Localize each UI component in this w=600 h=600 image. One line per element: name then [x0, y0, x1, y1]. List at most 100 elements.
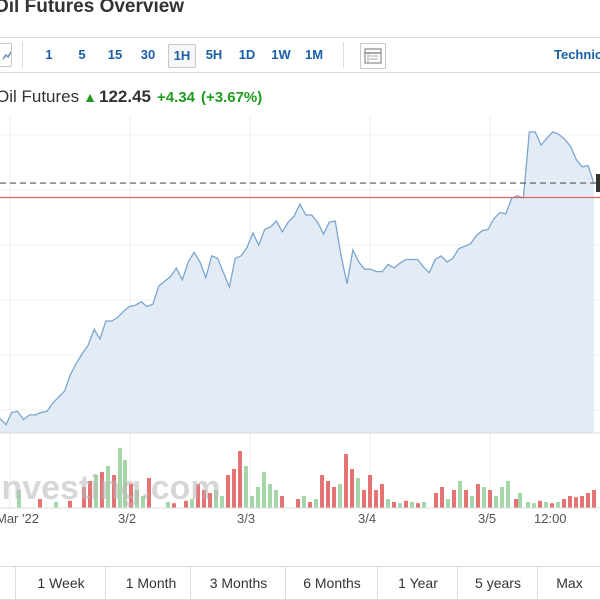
interval-30[interactable]: 30	[140, 47, 156, 62]
volume-bar	[562, 499, 566, 508]
volume-bar	[476, 484, 480, 508]
volume-bar	[118, 448, 122, 508]
volume-bar	[100, 472, 104, 508]
interval-5[interactable]: 5	[78, 47, 86, 62]
range-1-week[interactable]: 1 Week	[15, 567, 106, 599]
volume-bar	[332, 487, 336, 508]
chart-type-icon[interactable]	[0, 43, 12, 67]
range-1-year[interactable]: 1 Year	[377, 567, 458, 599]
page-title: Oil Futures Overview	[0, 0, 185, 17]
toolbar-separator	[22, 42, 23, 68]
interval-1h[interactable]: 1H	[168, 44, 196, 68]
instrument-name: Oil Futures	[0, 87, 80, 106]
volume-bar	[196, 484, 200, 508]
interval-1d[interactable]: 1D	[238, 47, 256, 62]
volume-bar	[434, 493, 438, 508]
x-tick-label: 12:00	[534, 511, 567, 526]
volume-bar	[274, 490, 278, 508]
x-axis-labels: Mar '22 3/2 3/3 3/4 3/5 12:00	[0, 511, 567, 526]
price-area-fill	[0, 131, 594, 433]
reference-lines	[0, 174, 600, 199]
interval-5h[interactable]: 5H	[205, 47, 223, 62]
volume-bar	[220, 496, 224, 508]
volume-bar	[280, 496, 284, 508]
volume-bar	[544, 502, 548, 508]
watermark-logo: investing.com	[0, 469, 221, 507]
range-6-months[interactable]: 6 Months	[285, 567, 378, 599]
volume-bars	[17, 448, 596, 508]
volume-bar	[568, 496, 572, 508]
volume-bar	[314, 499, 318, 508]
volume-bar	[368, 475, 372, 508]
range-5-years[interactable]: 5 years	[457, 567, 538, 599]
volume-bar	[88, 481, 92, 508]
volume-bar	[446, 499, 450, 508]
volume-bar	[592, 490, 596, 508]
volume-bar	[356, 478, 360, 508]
volume-bar	[208, 493, 212, 508]
range-max[interactable]: Max	[537, 567, 600, 599]
volume-bar	[166, 502, 170, 508]
price-line	[0, 131, 595, 426]
volume-bar	[184, 500, 188, 508]
volume-bar	[326, 481, 330, 508]
volume-bar	[550, 503, 554, 508]
volume-bar	[580, 496, 584, 508]
volume-bar	[82, 487, 86, 508]
volume-bar	[380, 484, 384, 508]
volume-bar	[452, 490, 456, 508]
current-price-marker	[596, 174, 600, 193]
volume-bar	[506, 481, 510, 508]
volume-bar	[494, 496, 498, 508]
volume-bar	[302, 496, 306, 508]
volume-bar	[190, 499, 194, 508]
interval-1m[interactable]: 1M	[304, 47, 324, 62]
price-chart[interactable]: investing.com Mar '22 3/2 3/3 3/4 3/5 12:00	[0, 115, 600, 535]
volume-bar	[440, 487, 444, 508]
technical-link[interactable]: Technical	[554, 47, 600, 62]
volume-bar	[54, 502, 58, 508]
volume-bar	[410, 502, 414, 508]
volume-bar	[147, 478, 151, 508]
volume-bar	[214, 490, 218, 508]
volume-bar	[135, 490, 139, 508]
interval-15[interactable]: 15	[107, 47, 123, 62]
volume-bar	[256, 487, 260, 508]
volume-bar	[38, 499, 42, 508]
volume-bar	[94, 475, 98, 508]
volume-bar	[226, 475, 230, 508]
volume-bar	[374, 490, 378, 508]
volume-bar	[488, 490, 492, 508]
volume-bar	[344, 454, 348, 508]
toolbar-separator	[343, 42, 344, 68]
table-view-icon[interactable]	[360, 43, 386, 69]
volume-bar	[17, 490, 21, 508]
volume-bar	[244, 466, 248, 508]
volume-bar	[112, 475, 116, 508]
volume-bar	[482, 487, 486, 508]
volume-bar	[338, 484, 342, 508]
quote-header: Oil Futures ▲ 122.45 +4.34 (+3.67%)	[0, 87, 262, 107]
volume-bar	[514, 499, 518, 508]
volume-bar	[238, 451, 242, 508]
interval-1w[interactable]: 1W	[271, 47, 291, 62]
volume-bar	[296, 499, 300, 508]
volume-bar	[386, 499, 390, 508]
volume-bar	[470, 496, 474, 508]
x-tick-label: Mar '22	[0, 511, 39, 526]
volume-bar	[458, 481, 462, 508]
volume-bar	[308, 502, 312, 508]
volume-bar	[398, 503, 402, 508]
range-3-months[interactable]: 3 Months	[190, 567, 286, 599]
volume-bar	[232, 469, 236, 508]
x-tick-label: 3/5	[478, 511, 496, 526]
volume-bar	[68, 500, 72, 508]
volume-bar	[106, 466, 110, 508]
volume-bar	[350, 469, 354, 508]
volume-bar	[362, 490, 366, 508]
x-tick-label: 3/2	[118, 511, 136, 526]
volume-bar	[500, 487, 504, 508]
range-1-month[interactable]: 1 Month	[105, 567, 196, 599]
interval-1[interactable]: 1	[45, 47, 53, 62]
last-price: 122.45	[99, 87, 151, 106]
